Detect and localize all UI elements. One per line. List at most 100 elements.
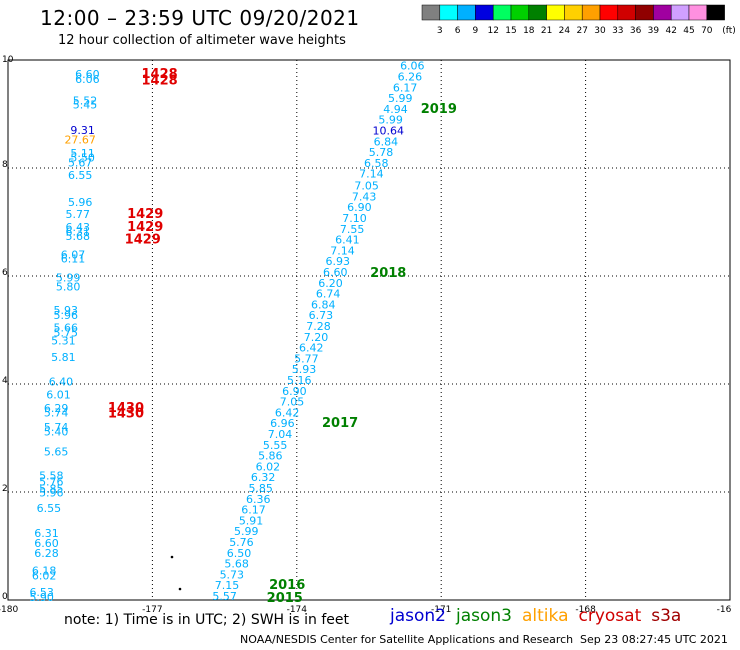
- pass-number: 1428: [142, 73, 178, 88]
- wave-height-value: 5.40: [44, 425, 69, 438]
- wave-height-value: 6.06: [75, 73, 100, 86]
- wave-height-value: 6.42: [275, 406, 300, 419]
- wave-height-value: 5.77: [66, 208, 91, 221]
- wave-height-value: 5.50: [70, 152, 95, 165]
- wave-height-value: 7.04: [268, 428, 293, 441]
- wave-height-value: 9.31: [70, 124, 95, 137]
- wave-height-value: 6.07: [61, 249, 86, 262]
- wave-height-value: 5.65: [44, 445, 69, 458]
- wave-height-value: 6.73: [309, 309, 334, 322]
- pass-number: 1429: [127, 207, 163, 222]
- satellite-legend: jason2 jason3 altika cryosat s3a: [390, 606, 691, 626]
- wave-height-value: 6.90: [347, 201, 372, 214]
- wave-height-value: 7.15: [215, 579, 240, 592]
- wave-height-value: 6.53: [29, 586, 54, 599]
- scale-tick-label: 9: [473, 26, 479, 36]
- wave-height-value: 7.14: [330, 244, 355, 257]
- scale-unit: (ft): [722, 26, 736, 36]
- x-tick-label: -171: [431, 605, 451, 615]
- wave-height-value: 6.74: [316, 288, 341, 301]
- wave-height-value: 5.99: [234, 525, 259, 538]
- legend-jason3: jason3: [456, 606, 512, 626]
- wave-height-value: 5.74: [44, 406, 69, 419]
- wave-height-value: 6.36: [246, 493, 271, 506]
- wave-height-value: 5.93: [54, 304, 79, 317]
- pass-number: 1429: [125, 233, 161, 248]
- wave-height-value: 6.02: [256, 460, 281, 473]
- pass-number: 1429: [127, 220, 163, 235]
- pass-number-labels: 1428142814291429142914301430201920182017…: [108, 67, 457, 606]
- track-a: 6.606.065.525.459.3127.675.115.505.676.5…: [29, 68, 99, 604]
- y-tick-label: 8: [2, 160, 8, 170]
- wave-height-value: 6.84: [311, 298, 336, 311]
- wave-height-value: 6.17: [393, 81, 418, 94]
- scale-tick-label: 42: [665, 26, 676, 36]
- wave-height-value: 5.52: [73, 94, 98, 107]
- wave-height-value: 6.18: [32, 565, 57, 578]
- wave-height-value: 6.41: [335, 234, 360, 247]
- x-tick-label: -177: [142, 605, 162, 615]
- wave-height-value: 6.60: [323, 266, 348, 279]
- wave-height-value: 27.67: [64, 134, 96, 147]
- wave-height-value: 5.73: [220, 568, 245, 581]
- wave-height-value: 6.58: [364, 157, 389, 170]
- wave-height-value: 6.31: [34, 527, 59, 540]
- wave-height-value: 5.68: [224, 558, 249, 571]
- page-title: 12:00 – 23:59 UTC 09/20/2021: [40, 6, 360, 30]
- page-subtitle: 12 hour collection of altimeter wave hei…: [58, 33, 346, 48]
- wave-height-value: 5.99: [378, 114, 403, 127]
- wave-height-value: 6.32: [251, 471, 276, 484]
- wave-height-value: 5.80: [56, 281, 81, 294]
- map-dot: [178, 587, 182, 591]
- map-frame: [7, 59, 731, 601]
- wave-height-value: 7.14: [359, 168, 384, 181]
- wave-height-value: 6.55: [68, 169, 93, 182]
- wave-height-value: 5.86: [258, 450, 283, 463]
- wave-height-value: 5.96: [68, 196, 93, 209]
- wave-height-value: 6.17: [241, 504, 266, 517]
- wave-height-value: 6.20: [318, 277, 343, 290]
- wave-height-value: 5.76: [229, 536, 254, 549]
- wave-height-value: 5.75: [54, 326, 79, 339]
- pass-number: 2018: [370, 266, 406, 281]
- scale-tick-label: 33: [612, 26, 623, 36]
- scale-tick-label: 30: [594, 26, 606, 36]
- wave-height-value: 6.50: [227, 547, 252, 560]
- scale-tick-label: 45: [683, 26, 694, 36]
- wave-height-value: 5.91: [239, 514, 264, 527]
- wave-height-value: 5.45: [73, 99, 98, 112]
- wave-height-value: 6.29: [44, 402, 69, 415]
- pass-number: 2015: [267, 591, 303, 606]
- wave-height-value: 6.60: [75, 68, 100, 81]
- scale-tick-label: 27: [576, 26, 587, 36]
- wave-height-value: 6.31: [66, 226, 91, 239]
- wave-height-value: 4.94: [383, 103, 408, 116]
- wave-height-value: 7.10: [342, 212, 367, 225]
- y-tick-label: 4: [2, 376, 8, 386]
- wave-height-value: 5.66: [54, 322, 79, 335]
- scale-tick-label: 24: [559, 26, 571, 36]
- wave-height-value: 6.01: [46, 389, 71, 402]
- track-b: 6.066.266.175.994.945.9910.646.845.786.5…: [212, 60, 424, 603]
- wave-height-value: 5.11: [70, 147, 95, 160]
- scale-tick-label: 3: [437, 26, 443, 36]
- x-tick-label: -16: [717, 605, 732, 615]
- x-tick-label: -180: [0, 605, 18, 615]
- wave-height-value: 6.02: [32, 569, 57, 582]
- scale-tick-label: 12: [487, 26, 498, 36]
- wave-height-value: 7.20: [304, 331, 329, 344]
- wave-height-value: 5.99: [56, 271, 81, 284]
- wave-height-value: 6.11: [61, 253, 86, 266]
- wave-height-value: 10.64: [373, 125, 405, 138]
- map-dot: [170, 555, 174, 559]
- grid-lines: [8, 60, 730, 600]
- wave-height-value: 5.76: [39, 476, 64, 489]
- wave-height-value: 6.06: [400, 60, 425, 73]
- wave-height-value: 6.40: [49, 376, 74, 389]
- legend-jason2: jason2: [390, 606, 446, 626]
- pass-number: 2017: [322, 416, 358, 431]
- wave-height-value: 6.96: [270, 417, 295, 430]
- scale-tick-label: 18: [523, 26, 535, 36]
- wave-height-value: 6.42: [299, 342, 324, 355]
- pass-number: 2019: [421, 102, 457, 117]
